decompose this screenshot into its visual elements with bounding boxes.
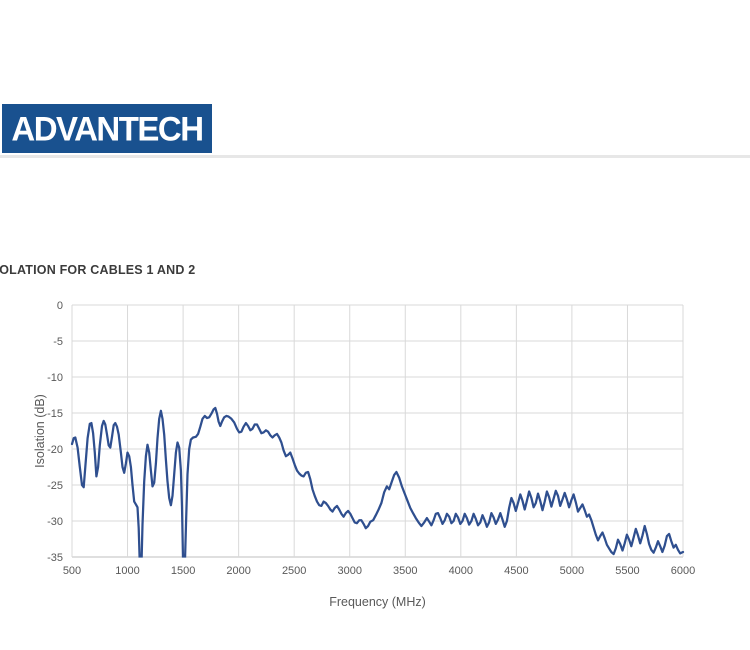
x-tick-label: 3500 — [393, 565, 417, 577]
x-tick-label: 1000 — [115, 565, 139, 577]
y-tick-label: -30 — [47, 516, 63, 528]
advantech-logo-text: ADVANTECH — [11, 108, 204, 148]
isolation-series-line — [70, 406, 685, 558]
y-tick-label: -5 — [53, 336, 63, 348]
y-tick-label: -15 — [47, 408, 63, 420]
y-tick-label: -25 — [47, 480, 63, 492]
x-tick-label: 4000 — [449, 565, 473, 577]
x-tick-label: 4500 — [504, 565, 528, 577]
x-tick-label: 1500 — [171, 565, 195, 577]
y-axis-title: Isolation (dB) — [33, 394, 47, 468]
x-tick-label: 500 — [63, 565, 81, 577]
x-tick-label: 3000 — [337, 565, 361, 577]
x-tick-label: 2500 — [282, 565, 306, 577]
advantech-logo: ADVANTECH — [2, 104, 212, 153]
x-axis-title: Frequency (MHz) — [329, 595, 426, 609]
y-tick-label: -35 — [47, 552, 63, 564]
x-tick-label: 5500 — [615, 565, 639, 577]
y-tick-label: 0 — [57, 300, 63, 312]
y-tick-label: -20 — [47, 444, 63, 456]
x-tick-label: 6000 — [671, 565, 695, 577]
x-tick-label: 5000 — [560, 565, 584, 577]
header-divider-line — [0, 155, 750, 158]
x-tick-label: 2000 — [226, 565, 250, 577]
section-title: ISOLATION FOR CABLES 1 AND 2 — [0, 263, 196, 277]
y-tick-label: -10 — [47, 372, 63, 384]
chart-gridlines — [71, 304, 684, 558]
